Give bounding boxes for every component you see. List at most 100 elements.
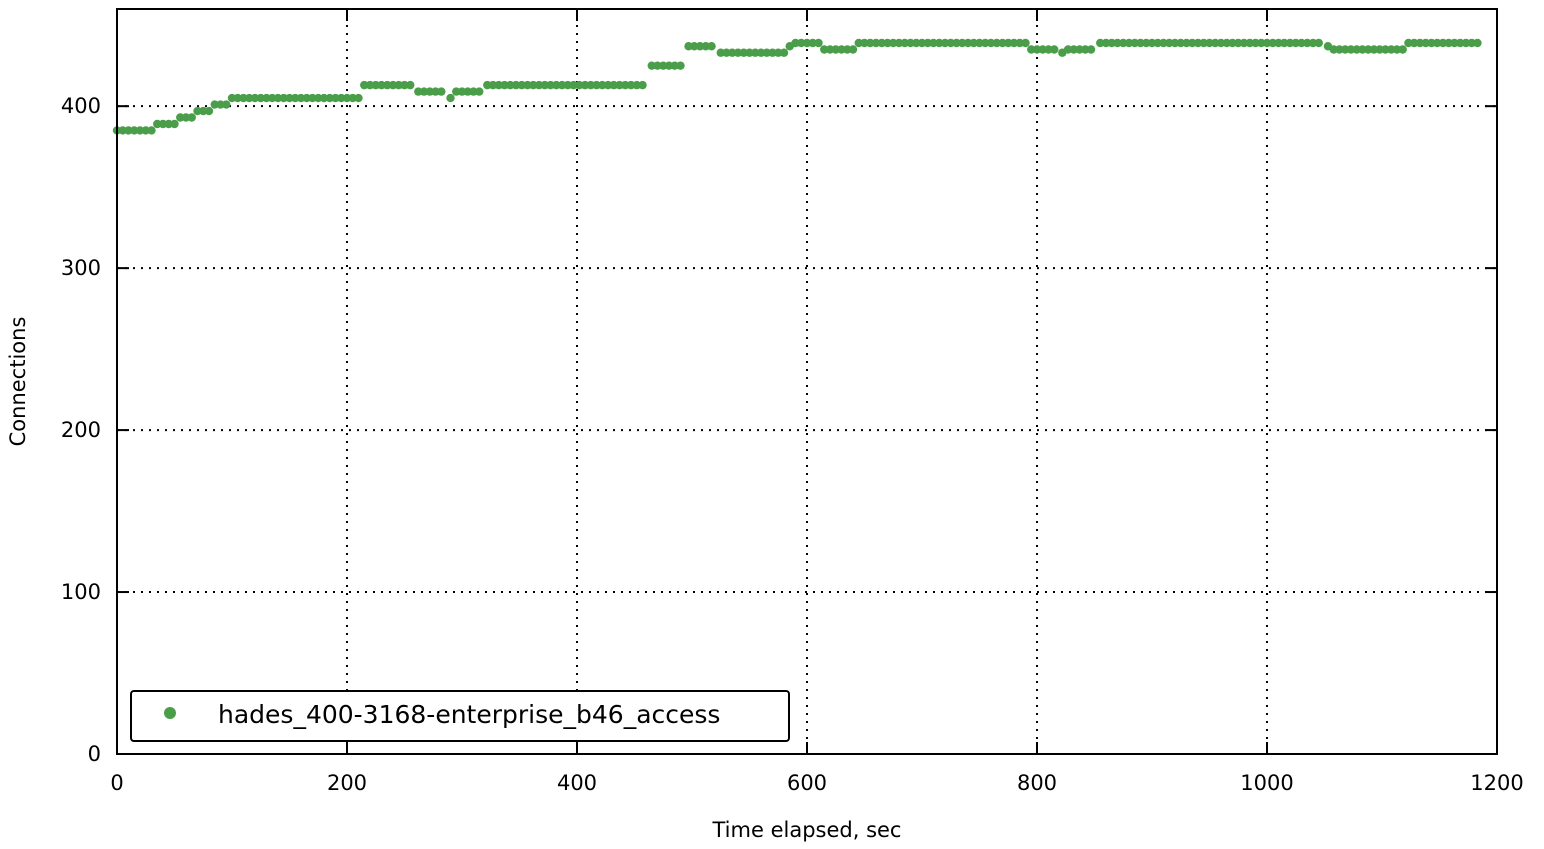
data-point xyxy=(670,61,679,70)
data-point xyxy=(563,80,572,90)
data-point xyxy=(1297,38,1306,48)
data-point xyxy=(1004,38,1013,48)
axis-ticks xyxy=(116,9,1498,755)
data-point xyxy=(917,38,927,48)
data-point xyxy=(256,93,265,103)
data-point xyxy=(1124,38,1134,48)
data-point xyxy=(446,93,455,103)
data-point xyxy=(365,80,375,90)
data-point xyxy=(463,87,472,96)
y-tick-label: 200 xyxy=(61,418,101,442)
data-point xyxy=(400,80,409,90)
data-point xyxy=(1170,38,1180,48)
data-point xyxy=(1119,38,1128,48)
x-tick-label: 200 xyxy=(327,771,367,795)
data-point xyxy=(250,93,260,103)
data-point xyxy=(638,80,647,90)
data-point xyxy=(419,87,429,96)
data-point xyxy=(621,80,630,90)
data-point xyxy=(745,48,754,57)
data-point xyxy=(1086,45,1096,54)
data-point xyxy=(1234,38,1243,48)
data-point xyxy=(319,93,329,103)
data-point xyxy=(199,106,208,116)
data-point xyxy=(1473,38,1482,48)
data-point xyxy=(998,38,1007,48)
data-point xyxy=(802,38,812,48)
data-point xyxy=(1222,38,1231,48)
data-point xyxy=(268,93,277,103)
data-point xyxy=(302,93,311,103)
data-point xyxy=(768,48,777,57)
data-point xyxy=(475,87,484,96)
data-point xyxy=(981,38,990,48)
data-point xyxy=(181,113,191,122)
data-point xyxy=(534,80,544,90)
data-point xyxy=(1410,38,1419,48)
data-point xyxy=(233,93,242,103)
data-point xyxy=(992,38,1001,48)
y-axis-label: Connections xyxy=(6,317,30,447)
data-point xyxy=(1153,38,1162,48)
data-point xyxy=(383,80,392,90)
data-point xyxy=(1159,38,1168,48)
data-point xyxy=(158,119,168,129)
data-point xyxy=(1015,38,1024,48)
x-tick-label: 600 xyxy=(787,771,827,795)
data-point xyxy=(906,38,915,48)
data-point xyxy=(437,87,446,96)
data-point xyxy=(1369,45,1379,54)
data-point xyxy=(279,93,288,103)
data-point xyxy=(1050,45,1059,54)
x-tick-label: 1000 xyxy=(1240,771,1293,795)
data-point xyxy=(1228,38,1237,48)
data-point xyxy=(653,61,662,70)
legend-marker xyxy=(164,707,176,719)
data-point xyxy=(204,106,214,116)
data-point xyxy=(986,38,996,48)
y-tick-label: 100 xyxy=(61,580,101,604)
data-point xyxy=(831,45,840,54)
data-point xyxy=(854,38,863,48)
data-point xyxy=(1205,38,1214,48)
data-point xyxy=(958,38,967,48)
data-point xyxy=(517,80,526,90)
tick-labels: 0 200 400 600 800 1000 1200 0 100 200 300 400 xyxy=(61,94,1524,795)
data-point xyxy=(337,93,346,103)
data-point xyxy=(425,87,434,96)
data-points xyxy=(112,38,1482,135)
data-point xyxy=(975,38,984,48)
data-point xyxy=(580,80,590,90)
data-point xyxy=(837,45,846,54)
data-point xyxy=(808,38,817,48)
data-point xyxy=(814,38,823,48)
data-point xyxy=(262,93,271,103)
data-point xyxy=(733,48,743,57)
data-point xyxy=(659,61,668,70)
data-point xyxy=(791,38,800,48)
data-point xyxy=(227,93,237,103)
data-point xyxy=(690,42,699,51)
data-point xyxy=(1352,45,1361,54)
data-point xyxy=(1392,45,1402,54)
data-point xyxy=(245,93,254,103)
data-point xyxy=(1216,38,1226,48)
data-point xyxy=(494,80,503,90)
data-point xyxy=(546,80,555,90)
data-point xyxy=(371,80,380,90)
data-point xyxy=(1387,45,1396,54)
data-point xyxy=(1257,38,1266,48)
data-point xyxy=(1032,45,1042,54)
data-point xyxy=(664,61,674,70)
grid-lines xyxy=(117,9,1497,754)
data-point xyxy=(1346,45,1356,54)
data-point xyxy=(1456,38,1465,48)
data-point xyxy=(540,80,549,90)
data-point xyxy=(552,80,561,90)
data-point xyxy=(603,80,613,90)
data-point xyxy=(1467,38,1476,48)
data-point xyxy=(164,119,173,129)
data-point xyxy=(843,45,852,54)
y-tick-label: 0 xyxy=(88,742,101,766)
